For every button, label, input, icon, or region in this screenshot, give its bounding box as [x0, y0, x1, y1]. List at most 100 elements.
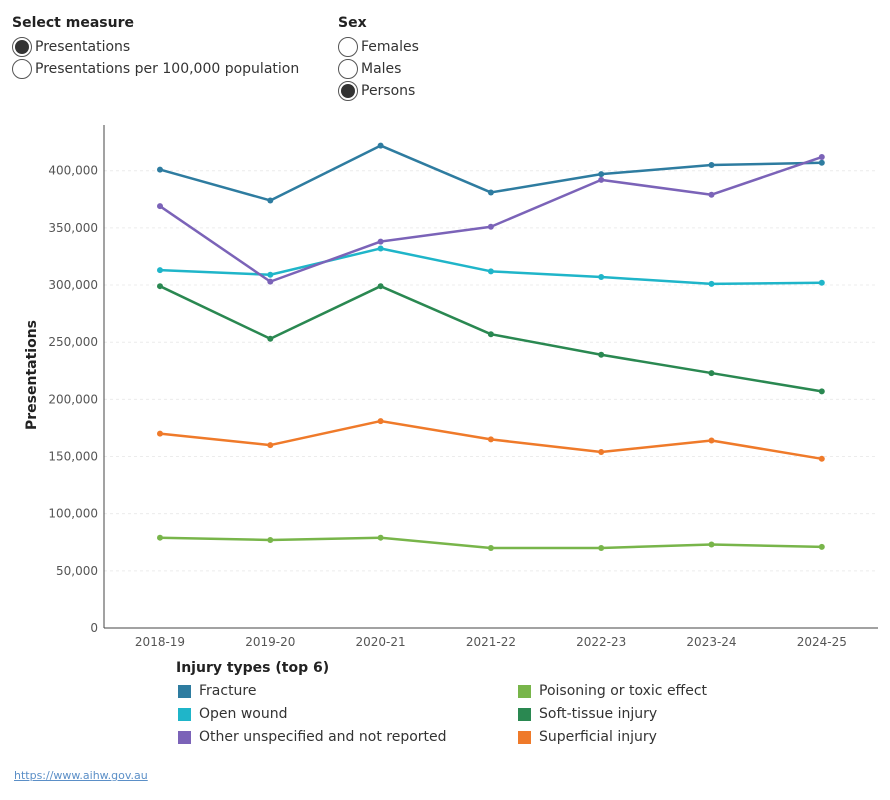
legend-item-label: Poisoning or toxic effect [539, 683, 708, 699]
data-point-open-wound[interactable] [377, 245, 384, 252]
line-chart: 0 50,000 100,000 150,000 200,000 250,000 300,0… [48, 125, 878, 649]
measure-option-per-100000[interactable]: Presentations per 100,000 population [12, 58, 299, 80]
legend-swatch-icon [518, 684, 531, 698]
data-point-other-unspecified-and-not-reported[interactable] [267, 278, 274, 285]
data-point-fracture[interactable] [157, 166, 163, 173]
legend-item-superficial[interactable]: Superficial injury [518, 727, 657, 747]
radio-unselected-icon[interactable] [338, 37, 358, 57]
legend-swatch-icon [518, 730, 531, 744]
sex-option-persons[interactable]: Persons [338, 80, 415, 102]
sex-option-label: Persons [361, 83, 416, 99]
data-point-open-wound[interactable] [818, 279, 825, 286]
data-point-open-wound[interactable] [157, 267, 163, 274]
data-point-superficial-injury[interactable] [598, 448, 605, 455]
data-point-superficial-injury[interactable] [487, 436, 494, 443]
data-point-superficial-injury[interactable] [708, 437, 715, 444]
x-tick-label: 2023-24 [686, 635, 736, 649]
legend-item-label: Soft-tissue injury [539, 706, 658, 722]
legend-swatch-icon [178, 730, 191, 744]
source-link[interactable]: https://www.aihw.gov.au [14, 769, 148, 782]
legend-item-label: Fracture [199, 683, 257, 699]
x-tick-label: 2022-23 [576, 635, 626, 649]
grid-lines [104, 170, 878, 572]
measure-option-presentations[interactable]: Presentations [12, 36, 130, 58]
radio-unselected-icon[interactable] [338, 59, 358, 79]
data-point-fracture[interactable] [818, 159, 825, 166]
data-point-open-wound[interactable] [708, 280, 715, 287]
data-point-soft-tissue-injury[interactable] [818, 388, 825, 395]
series-line-soft-tissue-injury[interactable] [159, 284, 823, 393]
data-point-soft-tissue-injury[interactable] [487, 331, 494, 338]
data-point-superficial-injury[interactable] [267, 442, 274, 449]
data-point-fracture[interactable] [598, 171, 605, 178]
data-point-other-unspecified-and-not-reported[interactable] [598, 176, 605, 183]
data-point-fracture[interactable] [708, 162, 715, 169]
measure-option-label: Presentations per 100,000 population [35, 61, 300, 77]
data-point-superficial-injury[interactable] [157, 430, 163, 437]
data-point-poisoning-or-toxic-effect[interactable] [598, 544, 605, 551]
radio-unselected-icon[interactable] [12, 59, 32, 79]
legend-item-label: Other unspecified and not reported [199, 729, 447, 745]
radio-selected-icon[interactable] [12, 37, 32, 57]
sex-title: Sex [338, 15, 367, 31]
measure-option-label: Presentations [35, 39, 131, 55]
legend-item-poisoning[interactable]: Poisoning or toxic effect [518, 681, 707, 701]
data-point-other-unspecified-and-not-reported[interactable] [377, 238, 384, 245]
y-tick-label: 350,000 [48, 221, 98, 235]
data-point-other-unspecified-and-not-reported[interactable] [708, 191, 715, 198]
data-point-superficial-injury[interactable] [377, 418, 384, 425]
sex-option-label: Females [361, 39, 419, 55]
radio-selected-icon[interactable] [338, 81, 358, 101]
legend-title: Injury types (top 6) [176, 660, 330, 676]
data-point-fracture[interactable] [267, 197, 274, 204]
data-point-fracture[interactable] [487, 189, 494, 196]
series-lines [157, 142, 825, 551]
legend-swatch-icon [178, 684, 191, 698]
data-point-other-unspecified-and-not-reported[interactable] [157, 203, 163, 210]
data-point-poisoning-or-toxic-effect[interactable] [157, 534, 163, 541]
data-point-poisoning-or-toxic-effect[interactable] [487, 544, 494, 551]
y-tick-label: 400,000 [48, 164, 98, 178]
legend-item-label: Open wound [199, 706, 288, 722]
data-point-superficial-injury[interactable] [818, 455, 825, 462]
data-point-soft-tissue-injury[interactable] [157, 283, 163, 290]
legend-item-fracture[interactable]: Fracture [178, 681, 257, 701]
y-tick-label: 50,000 [56, 564, 98, 578]
sex-option-males[interactable]: Males [338, 58, 401, 80]
y-tick-label: 250,000 [48, 335, 98, 349]
legend-item-other-unspecified[interactable]: Other unspecified and not reported [178, 727, 447, 747]
legend-item-soft-tissue[interactable]: Soft-tissue injury [518, 704, 657, 724]
y-tick-label: 0 [90, 621, 98, 635]
sex-option-females[interactable]: Females [338, 36, 419, 58]
legend-swatch-icon [518, 707, 531, 721]
data-point-poisoning-or-toxic-effect[interactable] [267, 536, 274, 543]
data-point-soft-tissue-injury[interactable] [377, 283, 384, 290]
axes: 0 50,000 100,000 150,000 200,000 250,000 300,0… [48, 125, 878, 649]
y-tick-label: 200,000 [48, 392, 98, 406]
series-line-open-wound[interactable] [159, 247, 822, 286]
x-tick-label: 2019-20 [245, 635, 295, 649]
data-point-soft-tissue-injury[interactable] [598, 351, 605, 358]
sex-option-label: Males [361, 61, 402, 77]
data-point-poisoning-or-toxic-effect[interactable] [708, 541, 715, 548]
data-point-open-wound[interactable] [487, 268, 494, 275]
data-point-fracture[interactable] [377, 142, 384, 149]
data-point-poisoning-or-toxic-effect[interactable] [377, 534, 384, 541]
legend-swatch-icon [178, 707, 191, 721]
data-point-other-unspecified-and-not-reported[interactable] [818, 154, 825, 161]
measure-title: Select measure [12, 15, 134, 31]
data-point-poisoning-or-toxic-effect[interactable] [818, 543, 825, 550]
y-tick-label: 150,000 [48, 450, 98, 464]
data-point-open-wound[interactable] [598, 274, 605, 281]
x-tick-label: 2021-22 [466, 635, 516, 649]
data-point-open-wound[interactable] [267, 271, 274, 278]
legend-item-open-wound[interactable]: Open wound [178, 704, 288, 724]
series-line-other-unspecified-and-not-reported[interactable] [159, 155, 823, 283]
legend-item-label: Superficial injury [539, 729, 657, 745]
y-tick-label: 100,000 [48, 507, 98, 521]
data-point-soft-tissue-injury[interactable] [708, 370, 715, 377]
y-tick-label: 300,000 [48, 278, 98, 292]
x-tick-label: 2024-25 [797, 635, 847, 649]
data-point-soft-tissue-injury[interactable] [267, 335, 274, 342]
data-point-other-unspecified-and-not-reported[interactable] [487, 223, 494, 230]
